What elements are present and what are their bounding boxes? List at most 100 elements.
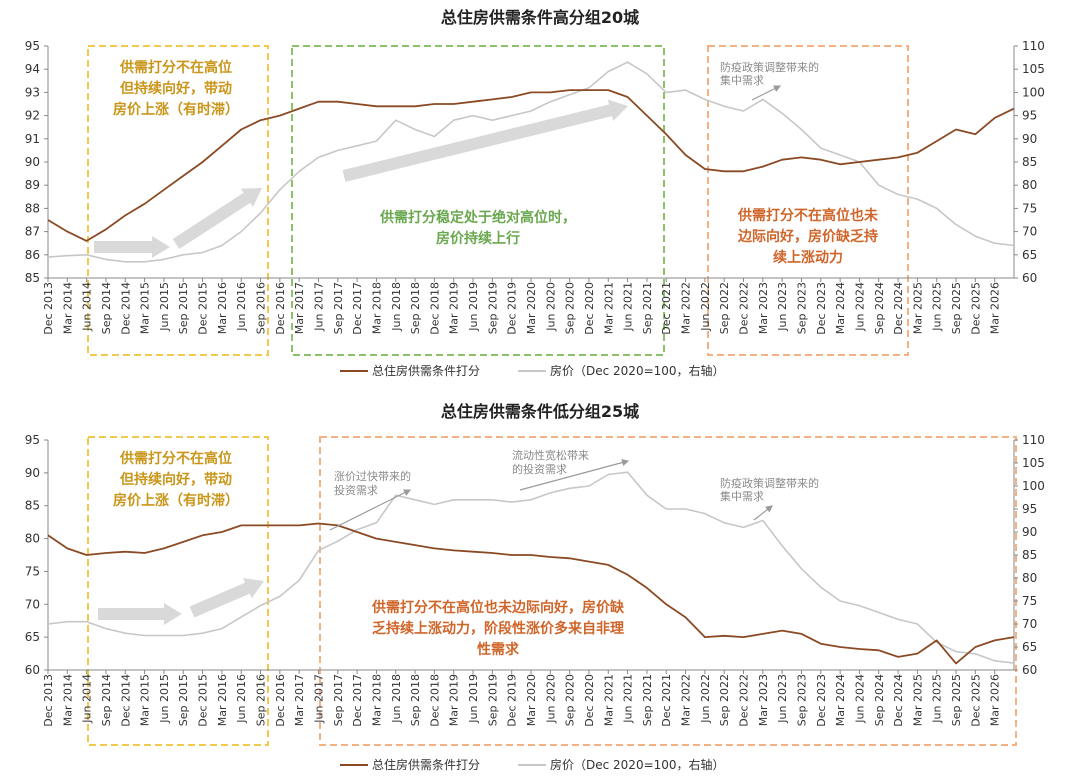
x-tick-label: Dec 2013 [42,282,55,335]
y-tick-label-left: 80 [25,532,40,546]
y-tick-label-right: 60 [1022,663,1037,677]
y-tick-label-right: 75 [1022,201,1037,215]
x-tick-label: Dec 2021 [660,282,673,335]
annotation-arrow [751,85,782,101]
chart-2-legend: 总住房供需条件打分 房价（Dec 2020=100，右轴） [340,757,725,772]
x-tick-label: Mar 2023 [757,674,770,726]
y-tick-label-left: 93 [25,85,40,99]
annotation-text: 防疫政策调整带来的 [720,60,819,74]
y-tick-label-left: 85 [25,499,40,513]
x-tick-label: Jun 2025 [931,674,944,724]
x-tick-label: Sep 2018 [409,674,422,726]
x-tick-label: Jun 2016 [235,282,248,332]
x-tick-label: Mar 2018 [370,282,383,334]
y-tick-label-right: 105 [1022,62,1045,76]
x-tick-label: Sep 2015 [177,282,190,334]
x-tick-label: Jun 2020 [544,282,557,332]
x-tick-label: Mar 2017 [293,674,306,726]
x-tick-label: Sep 2021 [641,674,654,726]
legend-price-label: 房价（Dec 2020=100，右轴） [550,363,725,378]
x-tick-label: Mar 2020 [525,674,538,726]
x-tick-label: Dec 2019 [506,282,519,335]
x-tick-label: Sep 2022 [718,674,731,726]
x-tick-label: Sep 2023 [795,282,808,334]
y-tick-label-left: 92 [25,109,40,123]
legend-score-label: 总住房供需条件打分 [372,363,480,378]
x-tick-label: Dec 2016 [274,282,287,335]
y-tick-label-right: 105 [1022,456,1045,470]
x-tick-label: Mar 2014 [61,282,74,334]
x-tick-label: Dec 2022 [738,674,751,727]
x-tick-label: Sep 2025 [950,282,963,334]
y-tick-label-right: 85 [1022,548,1037,562]
annotation-box-orange [707,45,909,356]
x-tick-label: Mar 2018 [370,674,383,726]
x-tick-label: Jun 2014 [81,282,94,332]
chart-2: 60 65 70 75 80 85 90 95 60 65 70 75 80 85 90 95 100 105 11… [25,433,1045,746]
y-tick-label-right: 90 [1022,525,1037,539]
y-tick-label-right: 75 [1022,594,1037,608]
x-tick-label: Jun 2015 [158,674,171,724]
x-tick-label: Mar 2026 [989,282,1002,334]
y-tick-label-left: 60 [25,663,40,677]
x-tick-label: Sep 2024 [873,674,886,726]
y-tick-label-left: 65 [25,630,40,644]
y-tick-label-right: 65 [1022,640,1037,654]
annotation-text: 集中需求 [720,73,764,87]
annotation-text: 供需打分不在高位也未边际向好，房价缺 [371,599,625,616]
x-tick-label: Dec 2018 [428,674,441,727]
x-tick-label: Jun 2017 [312,674,325,724]
x-tick-label: Dec 2019 [506,674,519,727]
x-tick-label: Dec 2015 [197,282,210,335]
x-tick-label: Mar 2020 [525,282,538,334]
annotation-text: 性需求 [477,641,520,658]
y-tick-label-left: 91 [25,132,40,146]
x-tick-label: Dec 2023 [815,674,828,727]
y-tick-label-right: 70 [1022,617,1037,631]
annotation-arrow [753,505,773,521]
y-tick-label-left: 95 [25,39,40,53]
x-tick-label: Sep 2020 [564,674,577,726]
x-tick-label: Jun 2015 [158,282,171,332]
x-tick-label: Sep 2019 [486,282,499,334]
annotation-text: 投资需求 [334,483,378,497]
y-tick-label-left: 94 [25,62,40,76]
y-tick-label-right: 70 [1022,225,1037,239]
x-tick-label: Sep 2024 [873,282,886,334]
x-tick-label: Sep 2025 [950,674,963,726]
y-tick-label-right: 110 [1022,39,1045,53]
y-tick-label-left: 88 [25,201,40,215]
x-tick-label: Sep 2016 [255,674,268,726]
x-tick-label: Dec 2014 [119,674,132,727]
x-tick-label: Jun 2021 [622,674,635,724]
trend-arrow [94,236,170,258]
x-tick-label: Dec 2017 [351,674,364,727]
x-tick-label: Mar 2024 [834,674,847,726]
chart-1-title: 总住房供需条件高分组20城 [441,8,639,27]
y-tick-label-left: 85 [25,271,40,285]
x-tick-label: Mar 2026 [989,674,1002,726]
trend-arrow [98,603,182,625]
annotation-text: 供需打分不在高位 [119,450,232,467]
x-tick-label: Dec 2016 [274,674,287,727]
y-tick-label-left: 95 [25,433,40,447]
x-tick-label: Jun 2023 [776,674,789,724]
x-tick-label: Mar 2022 [680,282,693,334]
x-tick-label: Mar 2017 [293,282,306,334]
annotation-text: 涨价过快带来的 [334,469,411,483]
y-tick-label-right: 100 [1022,85,1045,99]
y-tick-label-left: 70 [25,597,40,611]
x-tick-label: Mar 2021 [602,282,615,334]
annotation-text: 集中需求 [720,489,764,503]
x-tick-label: Jun 2018 [390,674,403,724]
chart-1-legend: 总住房供需条件打分 房价（Dec 2020=100，右轴） [340,363,725,378]
x-tick-label: Jun 2019 [467,282,480,332]
y-tick-label-right: 100 [1022,479,1045,493]
x-tick-label: Dec 2025 [969,282,982,335]
x-tick-label: Dec 2022 [738,282,751,335]
annotation-text: 供需打分不在高位也未 [737,207,879,224]
y-tick-label-right: 95 [1022,109,1037,123]
series-price-line [47,61,1015,263]
y-tick-label-right: 65 [1022,248,1037,262]
